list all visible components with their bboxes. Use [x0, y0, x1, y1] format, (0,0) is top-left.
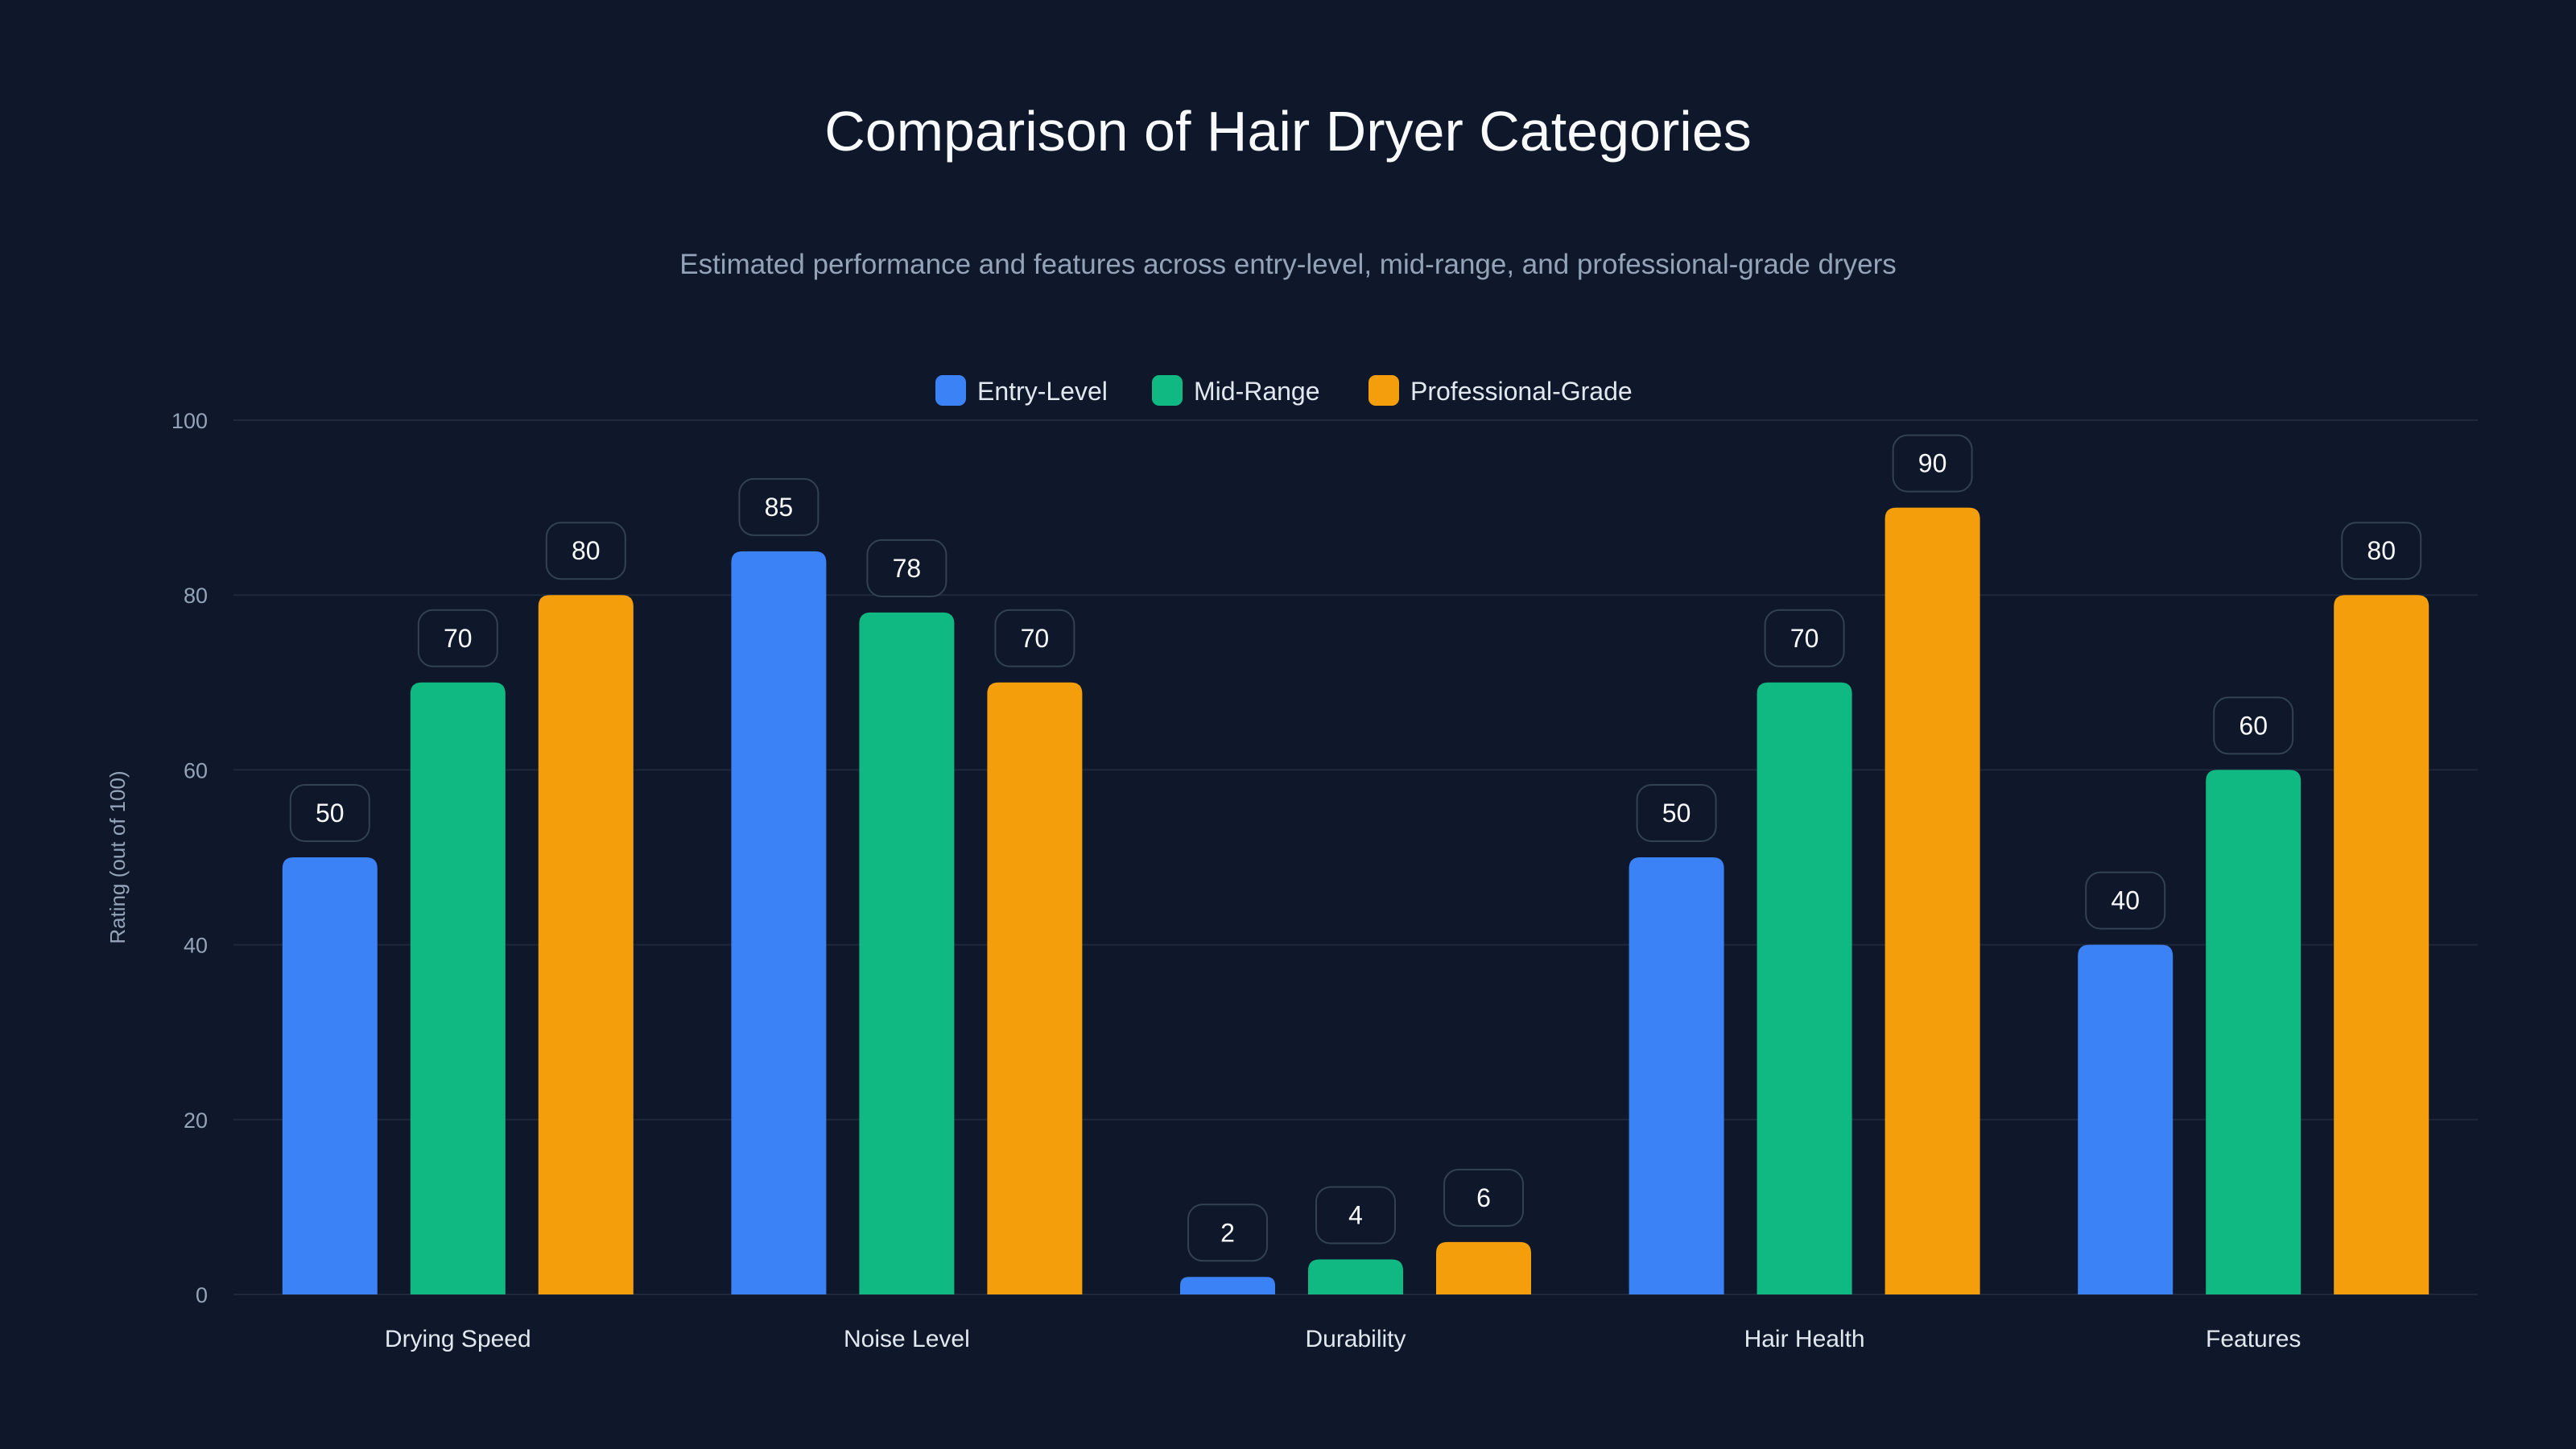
chart-title: Comparison of Hair Dryer Categories [824, 100, 1752, 163]
data-label-box [417, 609, 498, 667]
data-label: 80 [2367, 536, 2396, 565]
legend-label: Entry-Level [977, 377, 1108, 406]
x-tick-label: Noise Level [844, 1326, 970, 1352]
data-label: 90 [1918, 449, 1947, 478]
data-label: 70 [1790, 624, 1819, 653]
bar-entry-level [731, 551, 827, 1294]
legend-swatch [1152, 375, 1183, 406]
legend: Entry-Level Mid-Range Professional-Grade [935, 375, 1633, 406]
bar-professional-grade [1885, 507, 1980, 1294]
data-label: 70 [444, 624, 473, 653]
bar-professional-grade [1436, 1241, 1531, 1294]
data-label-box [2341, 522, 2422, 580]
bar-mid-range [410, 682, 506, 1294]
data-label-box [289, 784, 370, 842]
data-label: 50 [1662, 799, 1691, 828]
x-tick-label: Hair Health [1744, 1326, 1865, 1352]
bar-professional-grade [538, 595, 634, 1294]
data-label-box [2213, 696, 2294, 755]
data-label-box [545, 522, 626, 580]
data-label-box [1315, 1186, 1396, 1245]
data-label-box [1443, 1168, 1524, 1227]
x-tick-label: Durability [1305, 1326, 1406, 1352]
legend-label: Professional-Grade [1410, 377, 1633, 406]
data-label-box [1892, 434, 1973, 493]
x-tick-label: Features [2206, 1326, 2301, 1352]
y-tick-label: 100 [171, 409, 208, 433]
bar-entry-level [1629, 857, 1724, 1294]
data-label: 40 [2111, 886, 2140, 915]
bar-entry-level [282, 857, 378, 1294]
bar-mid-range [1757, 682, 1852, 1294]
data-label: 4 [1348, 1201, 1363, 1230]
data-label-box [1636, 784, 1717, 842]
chart-subtitle: Estimated performance and features acros… [679, 249, 1897, 280]
y-tick-label: 60 [184, 758, 208, 782]
data-label: 80 [572, 536, 601, 565]
y-tick-label: 80 [184, 584, 208, 608]
data-label: 50 [316, 799, 345, 828]
data-label: 2 [1220, 1218, 1235, 1247]
data-label: 70 [1021, 624, 1050, 653]
legend-swatch [1368, 375, 1399, 406]
data-label-box [994, 609, 1075, 667]
bar-mid-range [1308, 1259, 1403, 1294]
x-tick-label: Drying Speed [385, 1326, 531, 1352]
data-label: 6 [1476, 1183, 1491, 1212]
y-tick-label: 20 [184, 1108, 208, 1133]
data-label-box [738, 477, 819, 536]
legend-label: Mid-Range [1194, 377, 1320, 406]
data-label-box [866, 539, 947, 597]
data-label: 60 [2239, 711, 2268, 740]
bar-professional-grade [987, 682, 1083, 1294]
data-label-box [2085, 871, 2166, 930]
bar-entry-level [1180, 1277, 1275, 1294]
data-label: 85 [765, 493, 794, 522]
bar-mid-range [2206, 770, 2301, 1294]
y-tick-label: 40 [184, 934, 208, 958]
legend-swatch [935, 375, 966, 406]
data-label: 78 [893, 554, 922, 583]
bar-professional-grade [2334, 595, 2429, 1294]
y-axis-label: Rating (out of 100) [105, 770, 130, 943]
y-tick-label: 0 [196, 1283, 208, 1307]
bars: Drying Speed 50 70 80 Noise Level 85 78 70 Durab… [282, 434, 2429, 1352]
bar-mid-range [859, 612, 955, 1294]
data-label-box [1187, 1203, 1268, 1262]
data-label-box [1764, 609, 1845, 667]
bar-entry-level [2078, 944, 2174, 1294]
